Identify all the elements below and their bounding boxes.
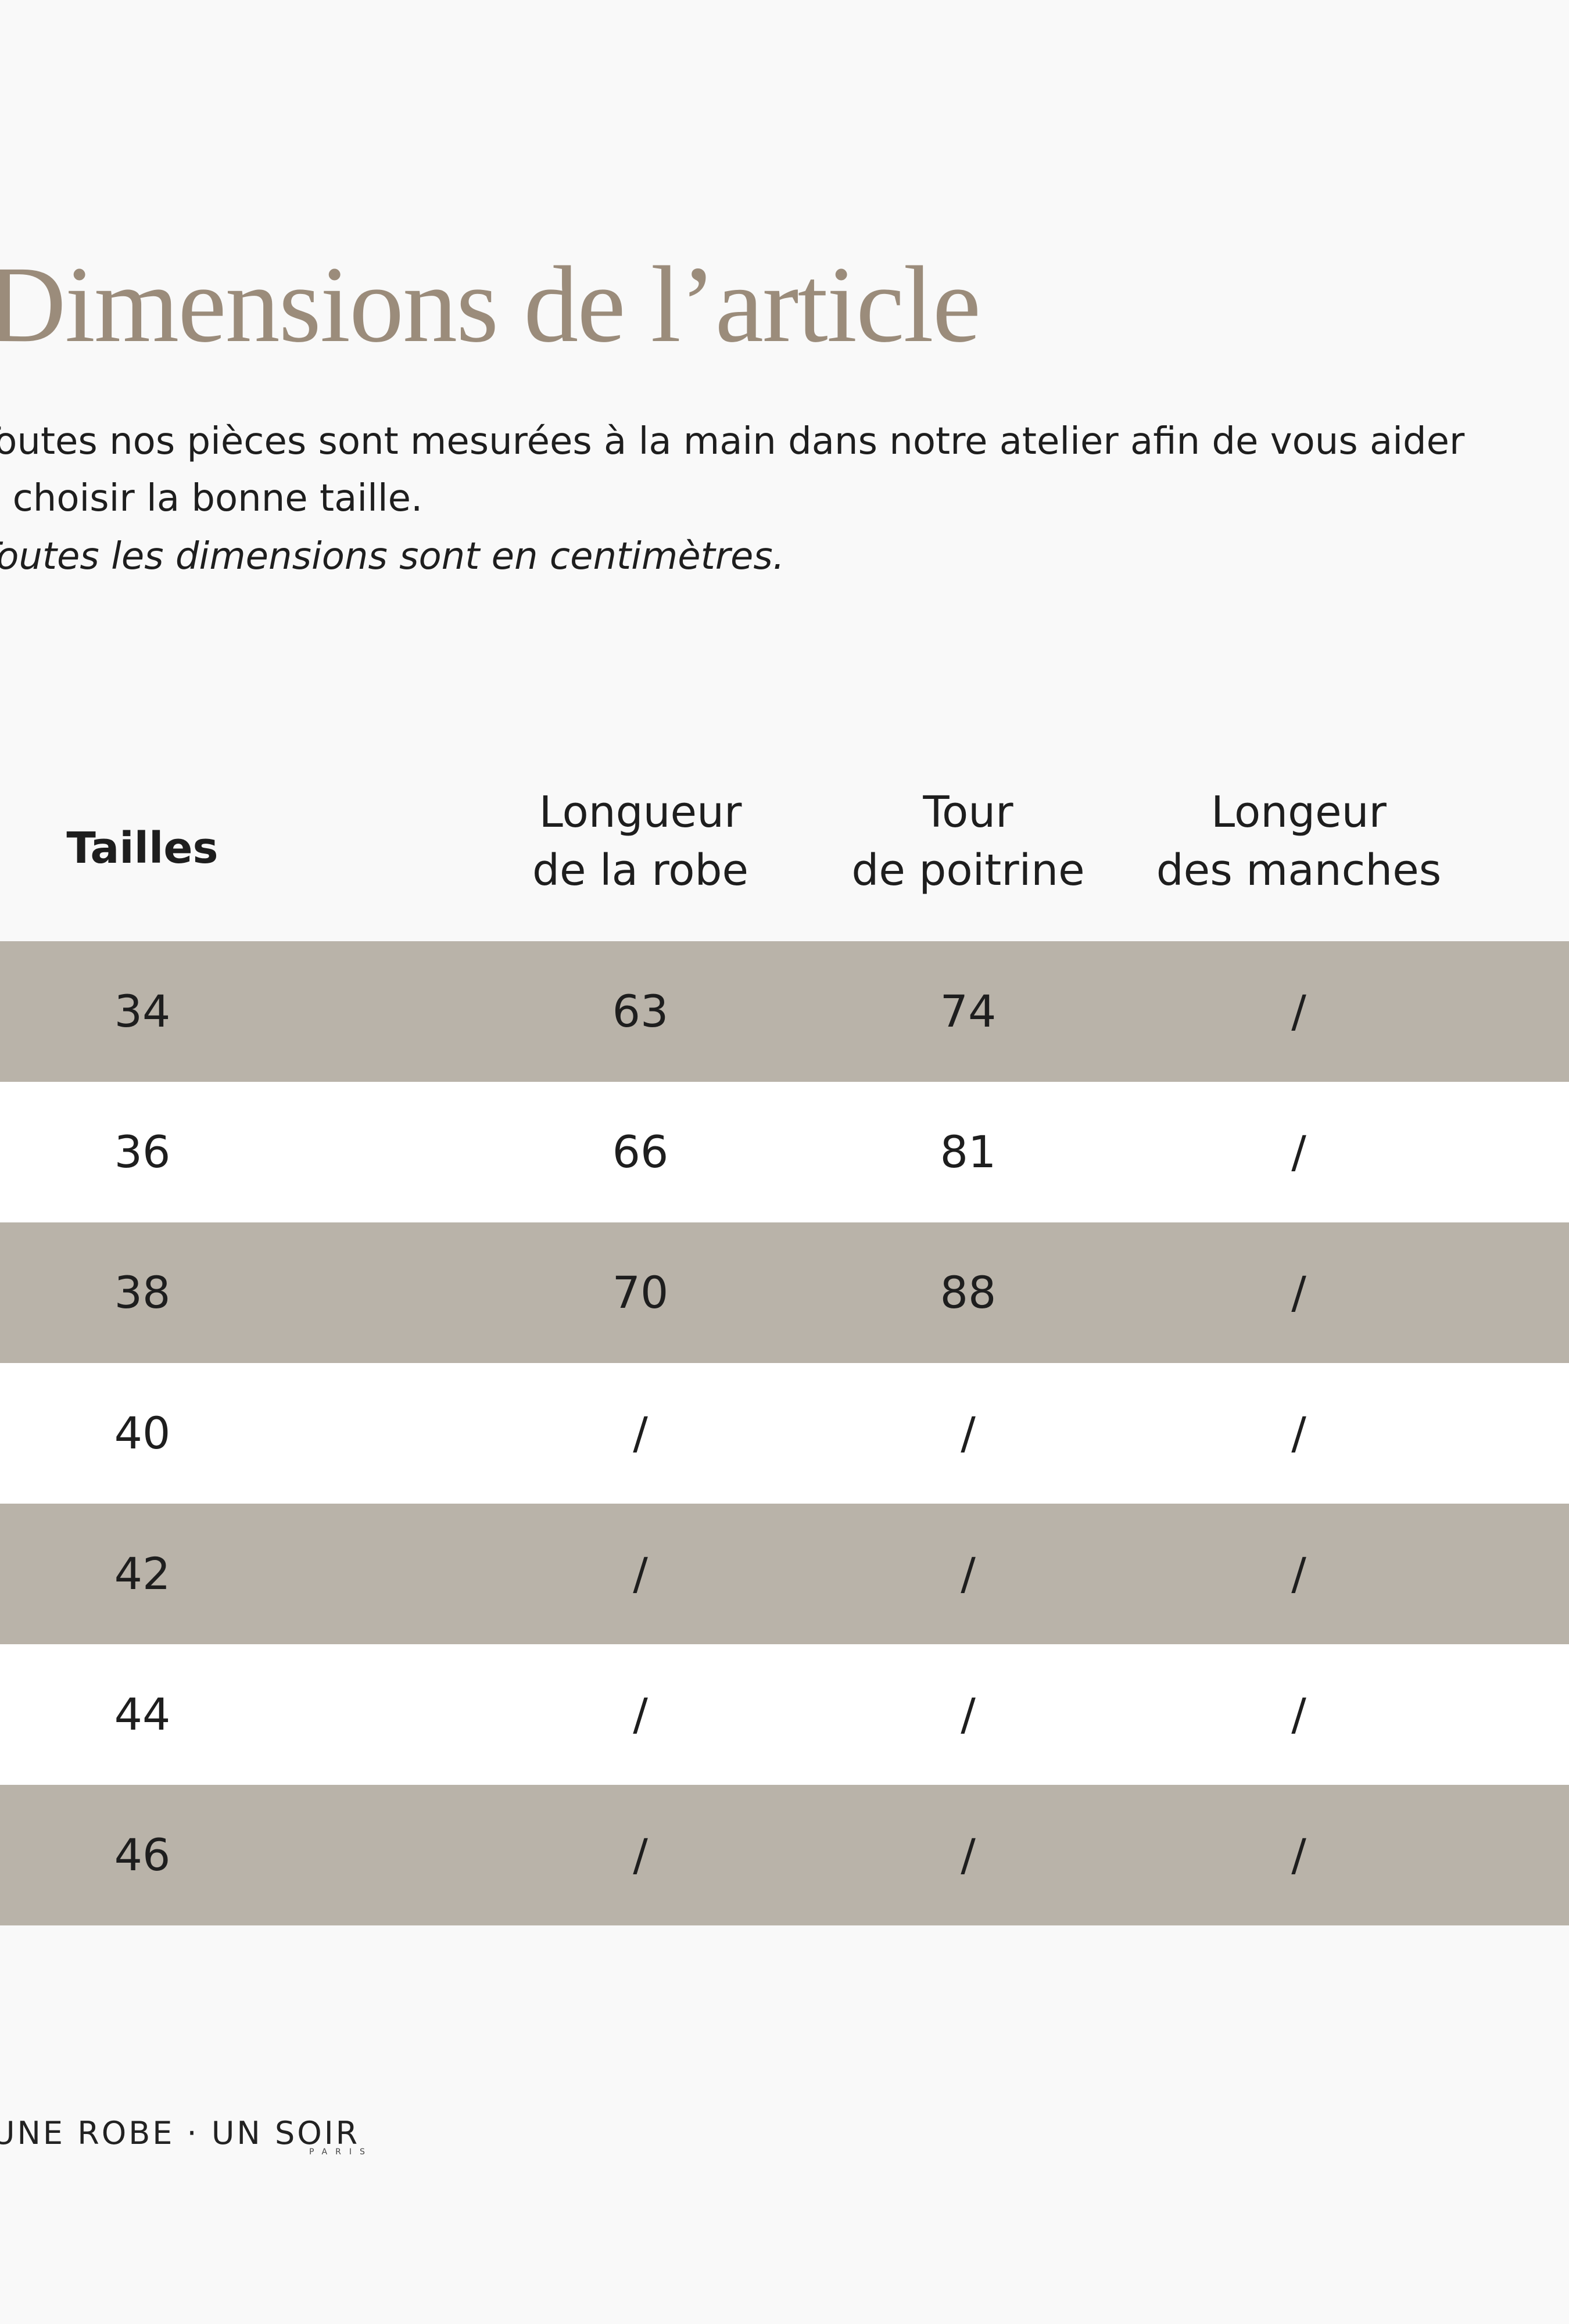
table-cell: / [1291,1548,1306,1599]
table-cell: / [961,1688,976,1740]
header-line: Tailles [66,823,218,873]
table-row: 36 66 81 / [0,1082,1569,1222]
table-row: 34 63 74 / [0,941,1569,1082]
table-cell: 40 [114,1407,171,1459]
table-cell: 63 [612,985,669,1037]
header-line: des manches [1156,845,1442,895]
table-cell: / [1291,985,1306,1037]
table-cell: 34 [114,985,171,1037]
header-line: de la robe [532,845,749,895]
note: Toutes les dimensions sont en centimètre… [0,535,785,578]
table-cell: / [633,1688,648,1740]
table-cell: / [961,1407,976,1459]
brand-sub: PARIS [309,2147,373,2157]
header-line: Longeur [1211,787,1387,837]
table-cell: 42 [114,1548,171,1599]
intro-line: Toutes nos pièces sont mesurées à la mai… [0,420,1465,463]
table-cell: 38 [114,1267,171,1318]
header-line: Longueur [539,787,742,837]
table-cell: 81 [940,1126,997,1178]
table-cell: 70 [612,1267,669,1318]
column-header: Longueur de la robe [532,783,748,899]
header-line: Tour [923,787,1013,837]
table-cell: / [1291,1829,1306,1881]
header-line: de poitrine [851,845,1085,895]
table-cell: / [961,1829,976,1881]
table-row: 40 / / / [0,1363,1569,1504]
table-cell: 74 [940,985,997,1037]
table-cell: 44 [114,1688,171,1740]
table-cell: 46 [114,1829,171,1881]
table-cell: / [961,1548,976,1599]
table-row: 46 / / / [0,1785,1569,1925]
table-cell: / [633,1548,648,1599]
table-cell: / [633,1407,648,1459]
table-row: 44 / / / [0,1644,1569,1785]
table-cell: 36 [114,1126,171,1178]
table-row: 38 70 88 / [0,1222,1569,1363]
column-header: Tailles [66,819,218,877]
brand-logo: UNE ROBE · UN SOIR [0,2115,360,2151]
table-cell: / [1291,1267,1306,1318]
column-header: Tour de poitrine [851,783,1084,899]
table-cell: / [633,1829,648,1881]
table-cell: / [1291,1688,1306,1740]
table-cell: 66 [612,1126,669,1178]
title: Dimensions de l’article [0,243,981,365]
intro-line: à choisir la bonne taille. [0,477,423,520]
table-cell: 88 [940,1267,997,1318]
table-cell: / [1291,1407,1306,1459]
column-header: Longeur des manches [1156,783,1442,899]
table-cell: / [1291,1126,1306,1178]
table-row: 42 / / / [0,1504,1569,1644]
